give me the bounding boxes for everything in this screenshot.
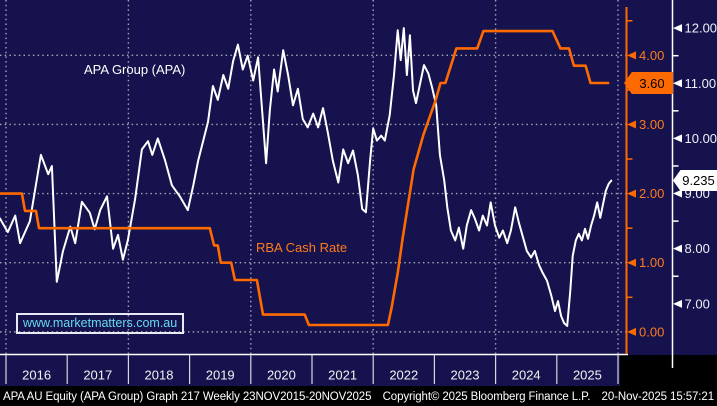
rate-tick-arrow [627,327,636,336]
series-lines [0,27,613,327]
rate-axis-label: 4.00 [639,48,664,63]
price-tick-arrow [673,24,682,33]
year-label: 2021 [328,368,357,383]
rate-tick-arrow [627,120,636,129]
price-axis-label: 7.00 [685,296,710,311]
year-label: 2017 [83,368,112,383]
rate-last-value-badge: 3.60 [624,72,673,94]
price-axis-label: 12.00 [685,21,717,36]
price-axis-label: 10.00 [685,131,717,146]
series-line-price [0,27,613,327]
price-tick-arrow [673,299,682,308]
year-label: 2019 [206,368,235,383]
price-last-value-badge: 9.235 [673,170,717,191]
series-line-rate [0,29,610,327]
rate-axis-label: 1.00 [639,255,664,270]
year-label: 2023 [451,368,480,383]
status-bar: APA AU Equity (APA Group) Graph 217 Week… [0,388,717,406]
rate-tick-arrow [627,189,636,198]
price-tick-arrow [673,134,682,143]
rate-axis-label: 2.00 [639,186,664,201]
marketmatters-watermark-link[interactable]: www.marketmatters.com.au [16,313,185,334]
status-copyright: Copyright© 2025 Bloomberg Finance L.P. [382,391,591,403]
price-axis-label: 8.00 [685,241,710,256]
year-label: 2020 [267,368,296,383]
year-label: 2018 [145,368,174,383]
rate-tick-arrow [627,51,636,60]
price-axis-label: 11.00 [685,76,717,91]
gridlines [0,0,627,354]
rate-axis-label: 3.00 [639,117,664,132]
year-label: 2025 [573,368,602,383]
rate-axis: 4.00 3.00 2.00 1.00 0.00 [626,19,664,339]
price-tick-arrow [673,79,682,88]
rate-axis-label: 0.00 [639,324,664,339]
series-label-rba: RBA Cash Rate [256,240,348,255]
status-datetime: 20-Nov-2025 15:57:21 [601,391,715,403]
year-label: 2016 [22,368,51,383]
year-label: 2024 [512,368,541,383]
x-axis-years: 2016 2017 2018 2019 2020 2021 2022 2023 2024 2025 [5,355,619,384]
status-security-description: APA AU Equity (APA Group) Graph 217 Week… [3,391,372,403]
rate-tick-arrow [627,258,636,267]
price-tick-arrow [673,189,682,198]
x-axis-strip [0,355,620,386]
price-tick-arrow [673,244,682,253]
year-label: 2022 [389,368,418,383]
series-label-apa: APA Group (APA) [84,62,186,77]
